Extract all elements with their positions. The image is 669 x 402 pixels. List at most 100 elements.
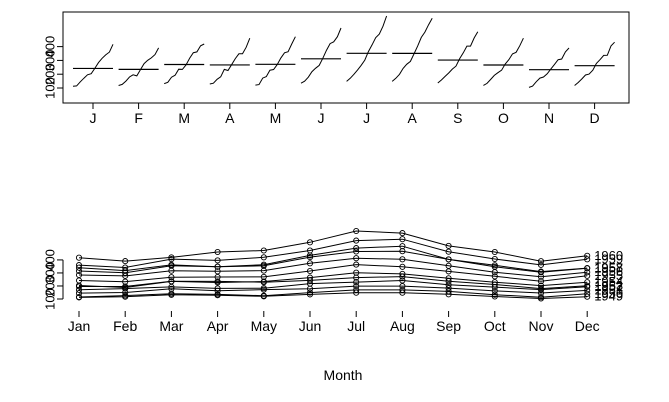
seasonal-point bbox=[353, 248, 360, 255]
seasonal-year-label-1949: 1949 bbox=[594, 289, 623, 304]
seasonal-point bbox=[306, 289, 314, 296]
monthplot-x-tick-label: F bbox=[134, 110, 143, 126]
seasonal-series-group bbox=[75, 227, 591, 302]
seasonal-point bbox=[214, 257, 221, 264]
seasonal-point bbox=[445, 262, 452, 269]
seasonal-point bbox=[122, 284, 129, 291]
seasonal-point bbox=[445, 281, 452, 288]
seasonal-point bbox=[260, 261, 267, 268]
monthplot-x-tick-label: S bbox=[453, 110, 462, 126]
seasonal-point bbox=[445, 248, 452, 255]
seasonal-y-tick-label: 300 bbox=[42, 262, 57, 284]
seasonal-point bbox=[214, 248, 221, 256]
seasonal-point bbox=[353, 283, 360, 290]
seasonal-line-1950 bbox=[78, 289, 588, 298]
monthplot-y-tick-label: 200 bbox=[42, 63, 57, 85]
monthplot-series-J bbox=[300, 27, 342, 84]
seasonal-series-1954 bbox=[75, 269, 591, 291]
seasonal-point bbox=[306, 239, 314, 246]
seasonal-point bbox=[584, 269, 591, 276]
seasonal-point bbox=[584, 290, 591, 297]
seasonal-panel: 1949195019511952195319541955195619571958… bbox=[42, 227, 623, 383]
seasonal-point bbox=[75, 271, 83, 279]
seasonal-point bbox=[75, 293, 83, 301]
seasonal-point bbox=[214, 263, 221, 270]
seasonal-point bbox=[491, 287, 498, 294]
monthplot-x-tick-label: D bbox=[590, 110, 600, 126]
monthplot-series-group bbox=[72, 15, 615, 88]
seasonal-point bbox=[122, 264, 129, 271]
seasonal-y-tick-label: 400 bbox=[42, 249, 57, 271]
seasonal-point bbox=[214, 291, 221, 298]
monthplot-x-tick-label: M bbox=[178, 110, 190, 126]
seasonal-point bbox=[399, 230, 406, 237]
seasonal-point bbox=[306, 280, 314, 287]
seasonal-point bbox=[168, 278, 175, 285]
seasonal-point bbox=[445, 256, 452, 263]
seasonal-year-labels: 1949195019511952195319541955195619571958… bbox=[594, 248, 623, 304]
seasonal-line-1956 bbox=[78, 257, 588, 278]
seasonal-point bbox=[260, 278, 267, 285]
seasonal-line-1959 bbox=[78, 238, 588, 269]
seasonal-point bbox=[260, 285, 267, 292]
seasonal-line-1951 bbox=[78, 285, 588, 294]
monthplot-series-O bbox=[483, 37, 524, 86]
seasonal-point bbox=[537, 289, 545, 297]
seasonal-series-1959 bbox=[75, 236, 591, 271]
seasonal-year-label-1950: 1950 bbox=[594, 286, 623, 301]
monthplot-y-tick-label: 100 bbox=[42, 77, 57, 99]
seasonal-line-1952 bbox=[78, 279, 588, 291]
seasonal-x-tick-label: Feb bbox=[113, 318, 137, 334]
seasonal-point bbox=[306, 274, 314, 281]
seasonal-point bbox=[537, 294, 545, 301]
seasonal-year-label-1951: 1951 bbox=[594, 282, 623, 297]
seasonal-point bbox=[584, 252, 591, 259]
monthplot-x-tick-label: J bbox=[363, 110, 370, 126]
seasonal-line-1958 bbox=[78, 245, 588, 273]
seasonal-x-tick-label: Aug bbox=[390, 318, 415, 334]
monthplot-x-tick-label: J bbox=[90, 110, 97, 126]
seasonal-point bbox=[537, 278, 545, 285]
seasonal-point bbox=[399, 256, 406, 263]
seasonal-point bbox=[214, 285, 221, 292]
seasonal-point bbox=[75, 262, 83, 269]
seasonal-line-1954 bbox=[78, 272, 588, 289]
seasonal-year-label-1955: 1955 bbox=[594, 268, 623, 283]
seasonal-year-label-1959: 1959 bbox=[594, 251, 623, 266]
seasonal-point bbox=[168, 256, 175, 263]
seasonal-point bbox=[168, 261, 175, 268]
seasonal-point bbox=[353, 227, 360, 235]
seasonal-line-1949 bbox=[78, 292, 588, 300]
seasonal-point bbox=[584, 279, 591, 286]
seasonal-x-tick-label: Jun bbox=[299, 318, 322, 334]
seasonal-year-label-1954: 1954 bbox=[594, 274, 623, 289]
seasonal-point bbox=[399, 277, 406, 284]
monthplot-series-A bbox=[391, 17, 433, 82]
seasonal-point bbox=[537, 282, 545, 289]
seasonal-year-label-1952: 1952 bbox=[594, 279, 623, 294]
seasonal-year-label-1960: 1960 bbox=[594, 248, 623, 263]
seasonal-y-tick-label: 100 bbox=[42, 288, 57, 310]
seasonal-x-tick-label: Jan bbox=[68, 318, 91, 334]
seasonal-x-tick-label: Dec bbox=[575, 318, 600, 334]
seasonal-year-label-1957: 1957 bbox=[594, 260, 623, 275]
seasonal-point bbox=[445, 275, 452, 282]
seasonal-point bbox=[260, 273, 267, 280]
monthplot-mean-lines bbox=[73, 52, 615, 71]
seasonal-year-label-1953: 1953 bbox=[594, 278, 623, 293]
seasonal-point bbox=[491, 279, 498, 286]
seasonal-x-tick-label: Nov bbox=[529, 318, 554, 334]
seasonal-x-tick-label: Jul bbox=[347, 318, 365, 334]
seasonal-point bbox=[537, 258, 545, 265]
seasonal-year-label-1956: 1956 bbox=[594, 264, 623, 279]
seasonal-point bbox=[122, 258, 129, 265]
seasonal-point bbox=[584, 282, 591, 289]
seasonal-point bbox=[584, 272, 591, 279]
seasonal-point bbox=[122, 278, 129, 285]
seasonal-point bbox=[399, 243, 406, 250]
seasonal-point bbox=[214, 268, 221, 275]
seasonal-point bbox=[168, 274, 175, 281]
seasonal-point bbox=[353, 237, 360, 244]
monthplot-series-F bbox=[118, 47, 160, 86]
